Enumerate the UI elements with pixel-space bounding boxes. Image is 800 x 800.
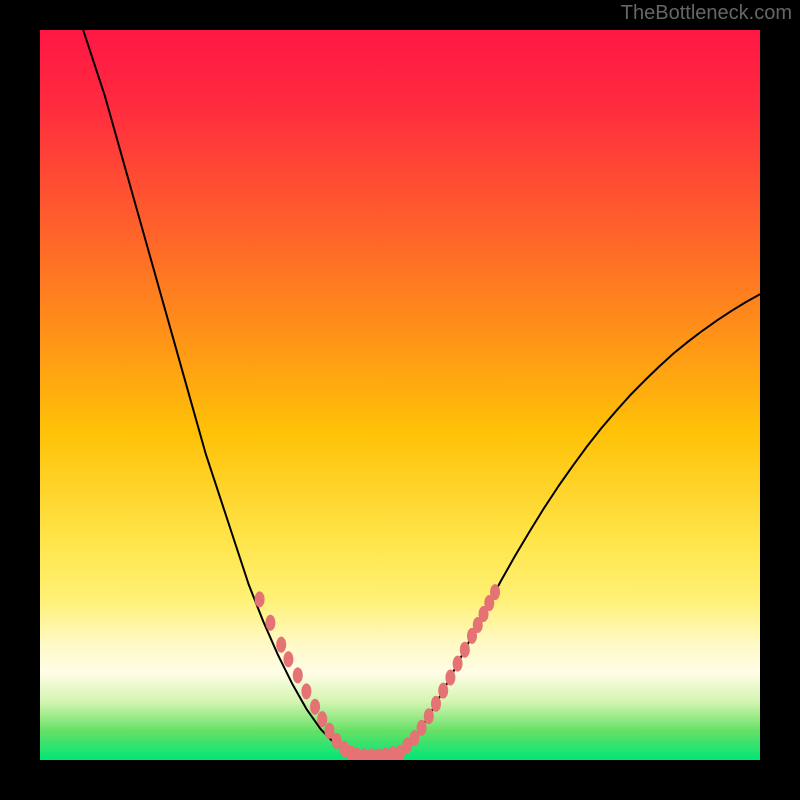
data-marker <box>445 670 455 686</box>
data-marker <box>265 615 275 631</box>
data-marker <box>431 696 441 712</box>
data-marker <box>276 637 286 653</box>
data-marker <box>417 720 427 736</box>
data-marker <box>438 683 448 699</box>
data-marker <box>453 656 463 672</box>
data-marker <box>255 591 265 607</box>
plot-area <box>40 30 760 760</box>
data-markers <box>40 30 760 760</box>
data-marker <box>460 642 470 658</box>
data-marker <box>424 708 434 724</box>
data-marker <box>490 584 500 600</box>
data-marker <box>293 667 303 683</box>
watermark-label: TheBottleneck.com <box>621 2 792 25</box>
data-marker <box>301 683 311 699</box>
data-marker <box>310 699 320 715</box>
data-marker <box>317 711 327 727</box>
data-marker <box>283 651 293 667</box>
